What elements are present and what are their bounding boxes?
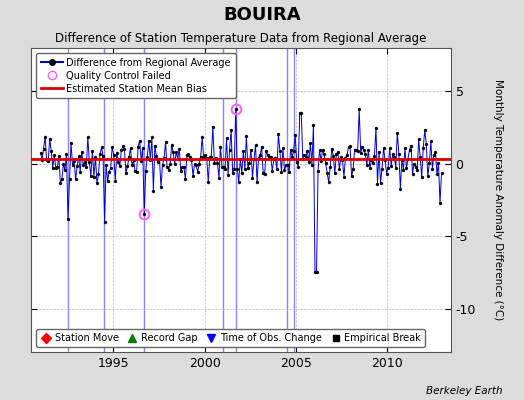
Legend: Station Move, Record Gap, Time of Obs. Change, Empirical Break: Station Move, Record Gap, Time of Obs. C…	[36, 329, 425, 347]
Text: Berkeley Earth: Berkeley Earth	[427, 386, 503, 396]
Text: BOUIRA: BOUIRA	[223, 6, 301, 24]
Title: Difference of Station Temperature Data from Regional Average: Difference of Station Temperature Data f…	[56, 32, 427, 46]
Y-axis label: Monthly Temperature Anomaly Difference (°C): Monthly Temperature Anomaly Difference (…	[493, 79, 503, 321]
